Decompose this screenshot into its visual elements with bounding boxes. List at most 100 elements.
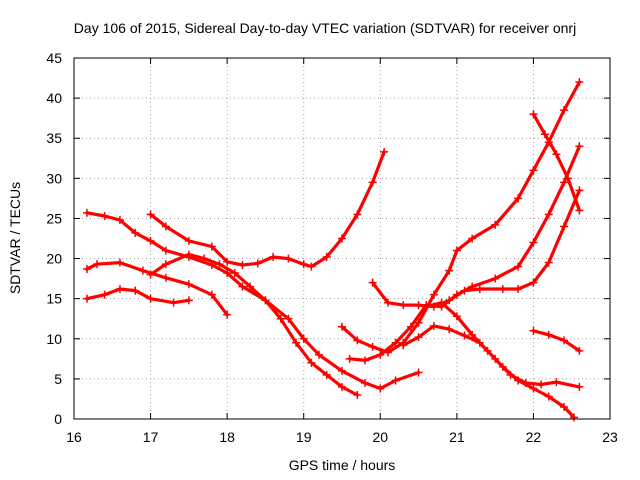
data-point-marker: [529, 326, 538, 335]
data-point-marker: [429, 290, 438, 299]
data-point-marker: [368, 278, 377, 287]
data-point-marker: [146, 236, 155, 245]
x-tick-label: 20: [372, 429, 388, 445]
data-point-marker: [83, 208, 92, 217]
data-point-marker: [207, 290, 216, 299]
data-point-marker: [146, 294, 155, 303]
grid-lines: [74, 58, 610, 419]
y-tick-label: 45: [46, 50, 62, 66]
data-point-marker: [544, 210, 553, 219]
data-point-marker: [445, 325, 454, 334]
data-point-marker: [223, 310, 232, 319]
data-point-marker: [514, 194, 523, 203]
data-point-marker: [391, 376, 400, 385]
data-point-marker: [115, 216, 124, 225]
data-point-marker: [452, 246, 461, 255]
data-point-marker: [376, 384, 385, 393]
x-tick-label: 17: [143, 429, 159, 445]
y-tick-label: 35: [46, 130, 62, 146]
data-point-marker: [138, 266, 147, 275]
data-point-marker: [246, 282, 255, 291]
data-point-marker: [276, 314, 285, 323]
data-point-marker: [299, 334, 308, 343]
data-point-marker: [460, 286, 469, 295]
y-tick-labels: 0 5 10 15 20 25 30 35 40 45: [46, 50, 62, 427]
data-point-marker: [414, 333, 423, 342]
chart-title: Day 106 of 2015, Sidereal Day-to-day VTE…: [74, 20, 576, 36]
series-track-4: [149, 150, 386, 269]
data-point-marker: [414, 318, 423, 327]
data-point-marker: [215, 260, 224, 269]
series-track-1: [85, 211, 421, 391]
data-point-marker: [529, 110, 538, 119]
data-point-marker: [414, 301, 423, 310]
x-tick-label: 22: [526, 429, 542, 445]
data-point-marker: [575, 206, 584, 215]
data-point-marker: [169, 298, 178, 307]
data-point-marker: [414, 368, 423, 377]
data-point-marker: [184, 250, 193, 259]
data-point-marker: [322, 370, 331, 379]
data-point-marker: [161, 246, 170, 255]
data-point-marker: [544, 392, 553, 401]
data-point-marker: [383, 298, 392, 307]
data-point-marker: [460, 331, 469, 340]
data-point-marker: [514, 285, 523, 294]
data-point-marker: [353, 390, 362, 399]
data-point-marker: [514, 262, 523, 271]
data-point-marker: [376, 350, 385, 359]
data-point-marker: [307, 262, 316, 271]
data-point-marker: [560, 336, 569, 345]
x-tick-label: 19: [296, 429, 312, 445]
data-point-marker: [575, 142, 584, 151]
series-track-10: [424, 301, 576, 419]
data-point-marker: [491, 274, 500, 283]
data-point-marker: [131, 286, 140, 295]
x-tick-label: 23: [602, 429, 618, 445]
data-point-marker: [570, 413, 579, 422]
data-point-marker: [338, 322, 346, 331]
y-tick-label: 25: [46, 210, 62, 226]
data-point-marker: [238, 260, 247, 269]
data-point-marker: [560, 402, 569, 411]
data-point-marker: [475, 285, 484, 294]
data-point-marker: [184, 296, 193, 305]
y-axis-label: SDTVAR / TECUs: [7, 182, 23, 294]
y-tick-label: 10: [46, 331, 62, 347]
data-point-marker: [399, 341, 408, 350]
data-point-marker: [552, 378, 561, 387]
data-point-marker: [445, 296, 454, 305]
data-point-marker: [468, 234, 477, 243]
data-point-marker: [338, 382, 346, 391]
data-point-marker: [161, 273, 170, 282]
data-point-marker: [422, 302, 431, 311]
data-point-marker: [360, 356, 369, 365]
data-point-marker: [452, 312, 461, 321]
data-point-marker: [552, 150, 561, 159]
data-point-marker: [563, 174, 572, 183]
data-point-marker: [406, 322, 415, 331]
data-point-marker: [184, 236, 193, 245]
data-point-marker: [253, 259, 262, 268]
data-point-marker: [115, 285, 124, 294]
data-point-marker: [575, 382, 584, 391]
axis-ticks: [73, 57, 611, 420]
data-point-marker: [445, 266, 454, 275]
data-point-marker: [529, 384, 538, 393]
data-point-marker: [261, 296, 270, 305]
data-point-marker: [491, 220, 500, 229]
data-point-marker: [537, 380, 546, 389]
data-point-marker: [207, 242, 216, 251]
x-axis-label: GPS time / hours: [289, 457, 396, 473]
data-point-marker: [161, 222, 170, 231]
y-tick-label: 20: [46, 251, 62, 267]
series-track-7: [348, 144, 581, 362]
data-point-marker: [429, 321, 438, 330]
y-tick-label: 5: [54, 371, 62, 387]
data-point-marker: [299, 260, 308, 269]
y-tick-label: 30: [46, 170, 62, 186]
data-point-marker: [575, 186, 584, 195]
y-tick-label: 15: [46, 291, 62, 307]
data-point-marker: [184, 280, 193, 289]
data-point-marker: [146, 270, 155, 279]
